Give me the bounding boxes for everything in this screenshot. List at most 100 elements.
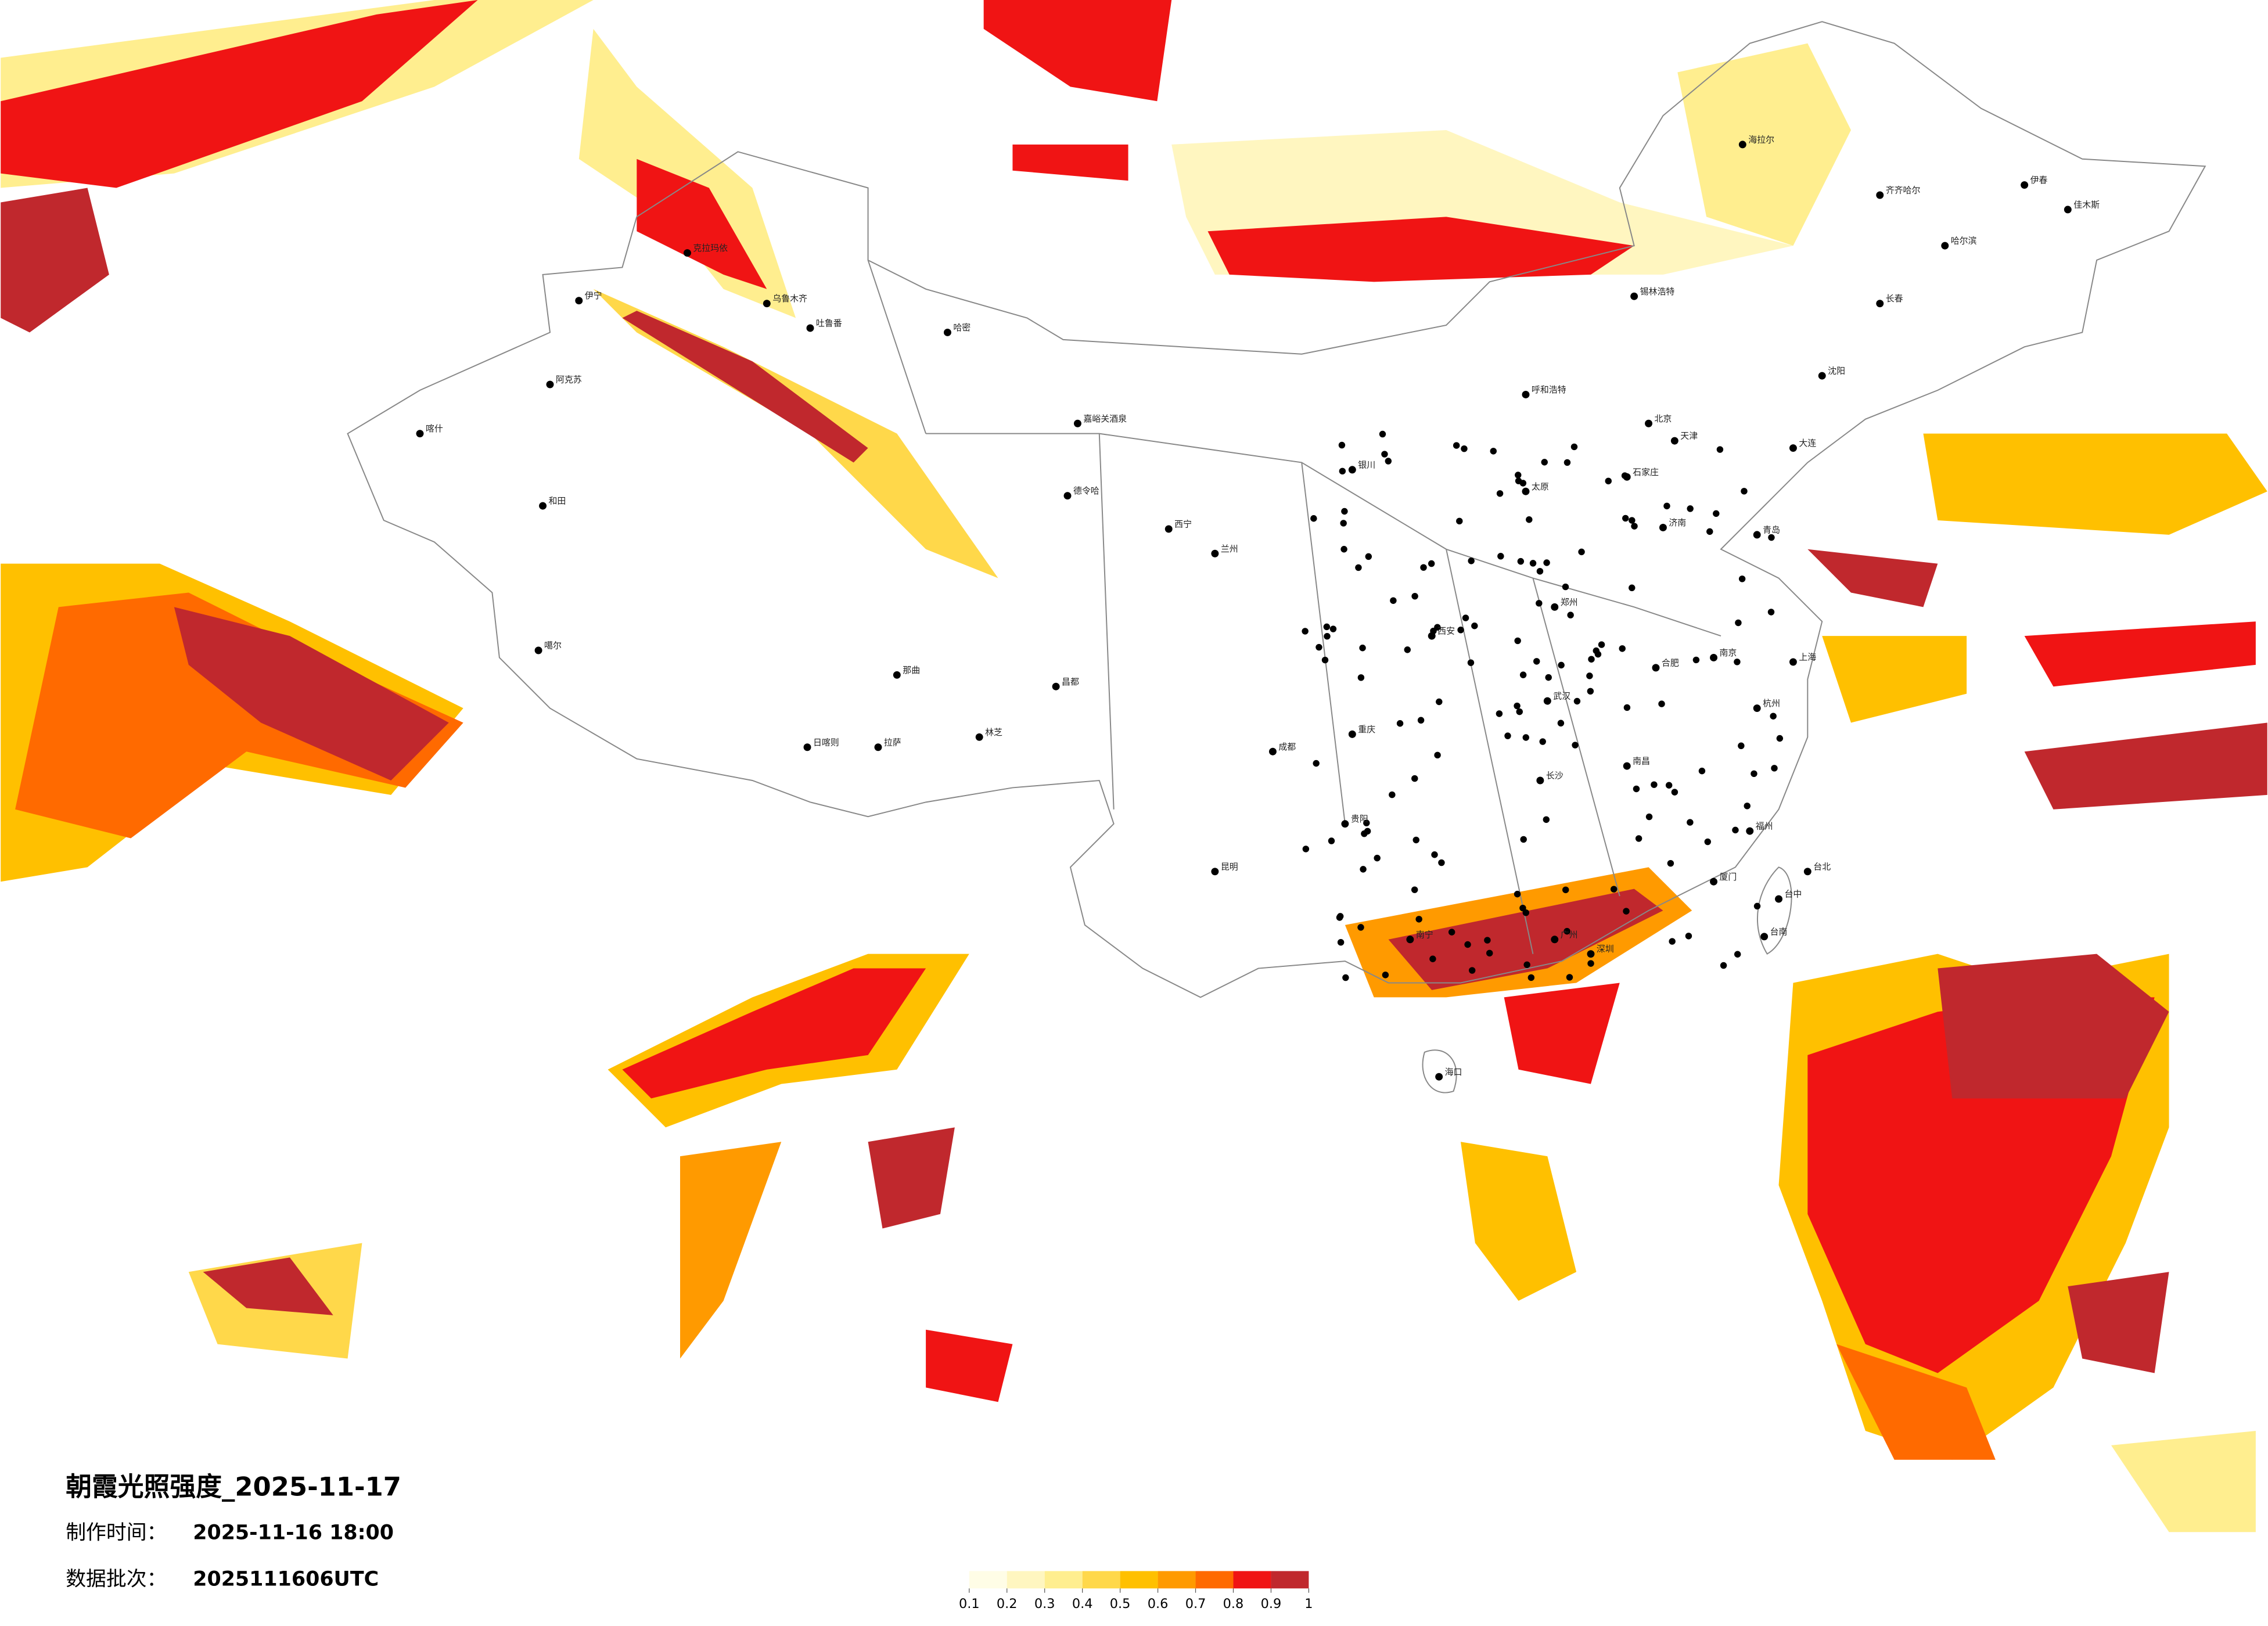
- city-dot: [1746, 827, 1754, 835]
- station-dot: [1341, 508, 1348, 515]
- station-dot: [1563, 459, 1571, 466]
- station-dot: [1381, 451, 1388, 458]
- station-dot: [1504, 732, 1511, 739]
- station-dot: [1645, 813, 1653, 821]
- city-dot: [1753, 531, 1761, 539]
- made-time-label: 制作时间：: [66, 1521, 167, 1545]
- city-dot: [1775, 895, 1783, 903]
- station-dot: [1698, 767, 1706, 775]
- city-dot: [1623, 473, 1631, 481]
- station-dot: [1587, 688, 1594, 695]
- station-dot: [1738, 575, 1746, 582]
- city-label: 南昌: [1633, 756, 1650, 767]
- batch-label: 数据批次：: [66, 1567, 167, 1591]
- station-dot: [1337, 938, 1345, 946]
- city-dot: [534, 646, 542, 654]
- city-label: 广州: [1561, 929, 1578, 940]
- legend-swatch: [1271, 1571, 1309, 1589]
- city-label: 厦门: [1720, 872, 1737, 882]
- city-label: 德令哈: [1073, 485, 1099, 496]
- station-dot: [1573, 697, 1581, 705]
- station-dot: [1593, 647, 1600, 654]
- station-dot: [1471, 623, 1478, 629]
- city-dot: [893, 671, 901, 679]
- station-dot: [1667, 859, 1674, 867]
- station-dot: [1514, 702, 1521, 710]
- legend-tick-label: 0.3: [1034, 1596, 1055, 1611]
- station-dot: [1385, 458, 1392, 465]
- title: 朝霞光照强度_2025-11-17: [66, 1472, 401, 1502]
- station-dot: [1587, 960, 1594, 967]
- station-dot: [1357, 924, 1364, 931]
- station-dot: [1536, 567, 1544, 575]
- station-dot: [1704, 838, 1711, 846]
- station-dot: [1744, 803, 1751, 810]
- station-dot: [1522, 734, 1530, 741]
- station-dot: [1363, 819, 1370, 826]
- station-dot: [1396, 720, 1404, 727]
- legend-swatch: [1007, 1571, 1045, 1589]
- station-dot: [1340, 546, 1347, 553]
- station-dot: [1404, 646, 1411, 653]
- made-time-value: 2025-11-16 18:00: [193, 1521, 394, 1545]
- city-dot: [1876, 191, 1884, 199]
- city-dot: [803, 743, 811, 751]
- station-dot: [1496, 490, 1504, 497]
- station-dot: [1671, 789, 1678, 796]
- city-dot: [2064, 206, 2072, 214]
- station-dot: [1379, 430, 1386, 438]
- city-dot: [683, 249, 691, 257]
- station-dot: [1328, 837, 1335, 844]
- station-dot: [1431, 851, 1438, 858]
- legend-swatch: [969, 1571, 1007, 1589]
- station-dot: [1629, 517, 1636, 524]
- city-label: 重庆: [1358, 724, 1375, 735]
- station-dot: [1420, 564, 1427, 571]
- legend-swatch: [1082, 1571, 1120, 1589]
- station-dot: [1412, 836, 1419, 844]
- station-dot: [1436, 698, 1443, 706]
- station-dot: [1382, 972, 1389, 979]
- city-dot: [1348, 466, 1356, 474]
- station-dot: [1734, 659, 1741, 665]
- station-dot: [1713, 510, 1720, 517]
- legend-tick-label: 0.6: [1148, 1596, 1169, 1611]
- city-label: 长春: [1886, 293, 1903, 304]
- station-dot: [1622, 515, 1629, 522]
- station-dot: [1468, 557, 1475, 564]
- city-dot: [1876, 300, 1884, 308]
- station-dot: [1735, 619, 1742, 627]
- station-dot: [1768, 534, 1775, 541]
- china-outline: [347, 21, 2206, 1093]
- legend-tick-label: 0.4: [1072, 1596, 1093, 1611]
- station-dot: [1519, 671, 1527, 678]
- station-dot: [1720, 962, 1727, 969]
- station-dot: [1734, 951, 1741, 958]
- city-label: 长沙: [1546, 771, 1563, 781]
- station-dot: [1516, 708, 1523, 715]
- city-label: 大连: [1799, 438, 1816, 448]
- city-dot: [1710, 653, 1718, 661]
- city-dot: [1645, 419, 1653, 427]
- station-dot: [1738, 742, 1745, 749]
- city-label: 那曲: [903, 665, 920, 675]
- station-dot: [1520, 836, 1527, 843]
- city-label: 日喀则: [813, 737, 839, 747]
- city-label: 沈阳: [1828, 366, 1845, 376]
- city-label: 锡林浩特: [1640, 286, 1675, 297]
- station-dot: [1340, 520, 1347, 527]
- station-dot: [1629, 584, 1636, 591]
- station-dot: [1313, 760, 1320, 767]
- station-dot: [1605, 477, 1612, 485]
- station-dot: [1543, 559, 1550, 566]
- city-dot: [1211, 549, 1219, 557]
- city-dot: [1341, 820, 1349, 828]
- station-dot: [1663, 502, 1670, 510]
- station-dot: [1302, 628, 1309, 635]
- city-dot: [1063, 492, 1072, 500]
- station-dot: [1515, 477, 1522, 484]
- station-dot: [1631, 523, 1638, 530]
- city-label: 齐齐哈尔: [1886, 185, 1921, 196]
- station-dot: [1536, 600, 1543, 607]
- city-dot: [1348, 730, 1356, 738]
